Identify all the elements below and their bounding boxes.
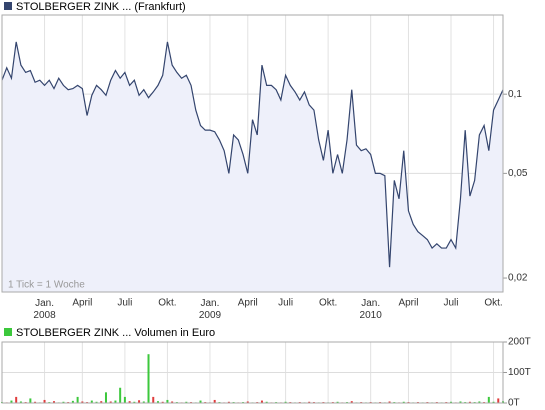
y-tick-label: 0,05 xyxy=(508,168,528,179)
volume-bar xyxy=(71,400,74,403)
volume-bar xyxy=(260,400,263,403)
annotation: 1 Tick = 1 Woche xyxy=(8,280,85,291)
volume-bar xyxy=(95,401,98,403)
volume-bar xyxy=(265,401,268,403)
volume-bar xyxy=(468,401,471,403)
x-tick-label: Jan. 2009 xyxy=(199,298,222,321)
volume-bar xyxy=(109,401,112,403)
volume-bar xyxy=(388,401,391,403)
volume-bar xyxy=(62,401,65,403)
volume-bar xyxy=(15,396,18,403)
y-tick-label: 0T xyxy=(508,398,520,409)
volume-bar xyxy=(487,396,490,403)
volume-swatch xyxy=(4,328,12,336)
x-tick-label: Juli xyxy=(444,298,459,309)
volume-bar xyxy=(128,401,131,403)
volume-bar xyxy=(133,401,136,403)
plot-border xyxy=(1,14,504,293)
x-tick-label: April xyxy=(398,298,418,309)
volume-bar xyxy=(142,401,145,403)
volume-bar xyxy=(284,401,287,403)
volume-bar xyxy=(81,401,84,403)
volume-bar xyxy=(147,354,150,403)
volume-bar xyxy=(10,400,13,403)
volume-bar xyxy=(213,399,216,403)
volume-bar xyxy=(350,401,353,403)
x-tick-label: Okt. xyxy=(319,298,337,309)
x-tick-label: Juli xyxy=(117,298,132,309)
volume-bar xyxy=(90,400,93,403)
volume-bar xyxy=(246,401,249,403)
volume-bar xyxy=(227,401,230,403)
volume-bar xyxy=(166,399,169,403)
volume-bar xyxy=(76,396,79,403)
price-title: STOLBERGER ZINK ... (Frankfurt) xyxy=(16,1,186,13)
volume-bar xyxy=(402,401,405,403)
volume-bar xyxy=(450,401,453,403)
volume-bar xyxy=(52,401,55,403)
volume-bar xyxy=(185,401,188,403)
volume-bar xyxy=(161,401,164,403)
area-fill xyxy=(2,41,503,292)
volume-bar xyxy=(100,401,103,403)
x-tick-label: Jan. 2008 xyxy=(33,298,56,321)
volume-bar xyxy=(156,401,159,403)
x-tick-label: Juli xyxy=(278,298,293,309)
x-tick-label: Okt. xyxy=(484,298,502,309)
plot-border xyxy=(1,341,504,404)
volume-bar xyxy=(152,396,155,403)
volume-bar xyxy=(478,401,481,403)
x-tick-label: April xyxy=(238,298,258,309)
volume-bar xyxy=(114,400,117,403)
y-tick-label: 200T xyxy=(508,337,531,348)
volume-bar xyxy=(43,399,46,403)
y-tick-label: 100T xyxy=(508,367,531,378)
x-tick-label: April xyxy=(72,298,92,309)
volume-bar xyxy=(119,387,122,403)
volume-bar xyxy=(104,392,107,403)
volume-bar xyxy=(308,401,311,403)
volume-bar xyxy=(29,398,32,403)
volume-bar xyxy=(34,401,37,403)
volume-bar xyxy=(138,400,141,403)
volume-bar xyxy=(336,401,339,403)
x-tick-label: Jan. 2010 xyxy=(360,298,383,321)
volume-bar xyxy=(123,396,126,403)
y-tick-label: 0,02 xyxy=(508,273,528,284)
volume-bar xyxy=(199,400,202,403)
volume-bar xyxy=(459,401,462,403)
volume-bar xyxy=(497,398,500,403)
y-tick-label: 0,1 xyxy=(508,89,522,100)
x-tick-label: Okt. xyxy=(158,298,176,309)
volume-bar xyxy=(19,401,22,403)
series-swatch xyxy=(4,2,12,10)
volume-bar xyxy=(492,401,495,403)
volume-title: STOLBERGER ZINK ... Volumen in Euro xyxy=(16,327,215,339)
price-line xyxy=(1,41,504,268)
volume-bar xyxy=(171,401,174,403)
